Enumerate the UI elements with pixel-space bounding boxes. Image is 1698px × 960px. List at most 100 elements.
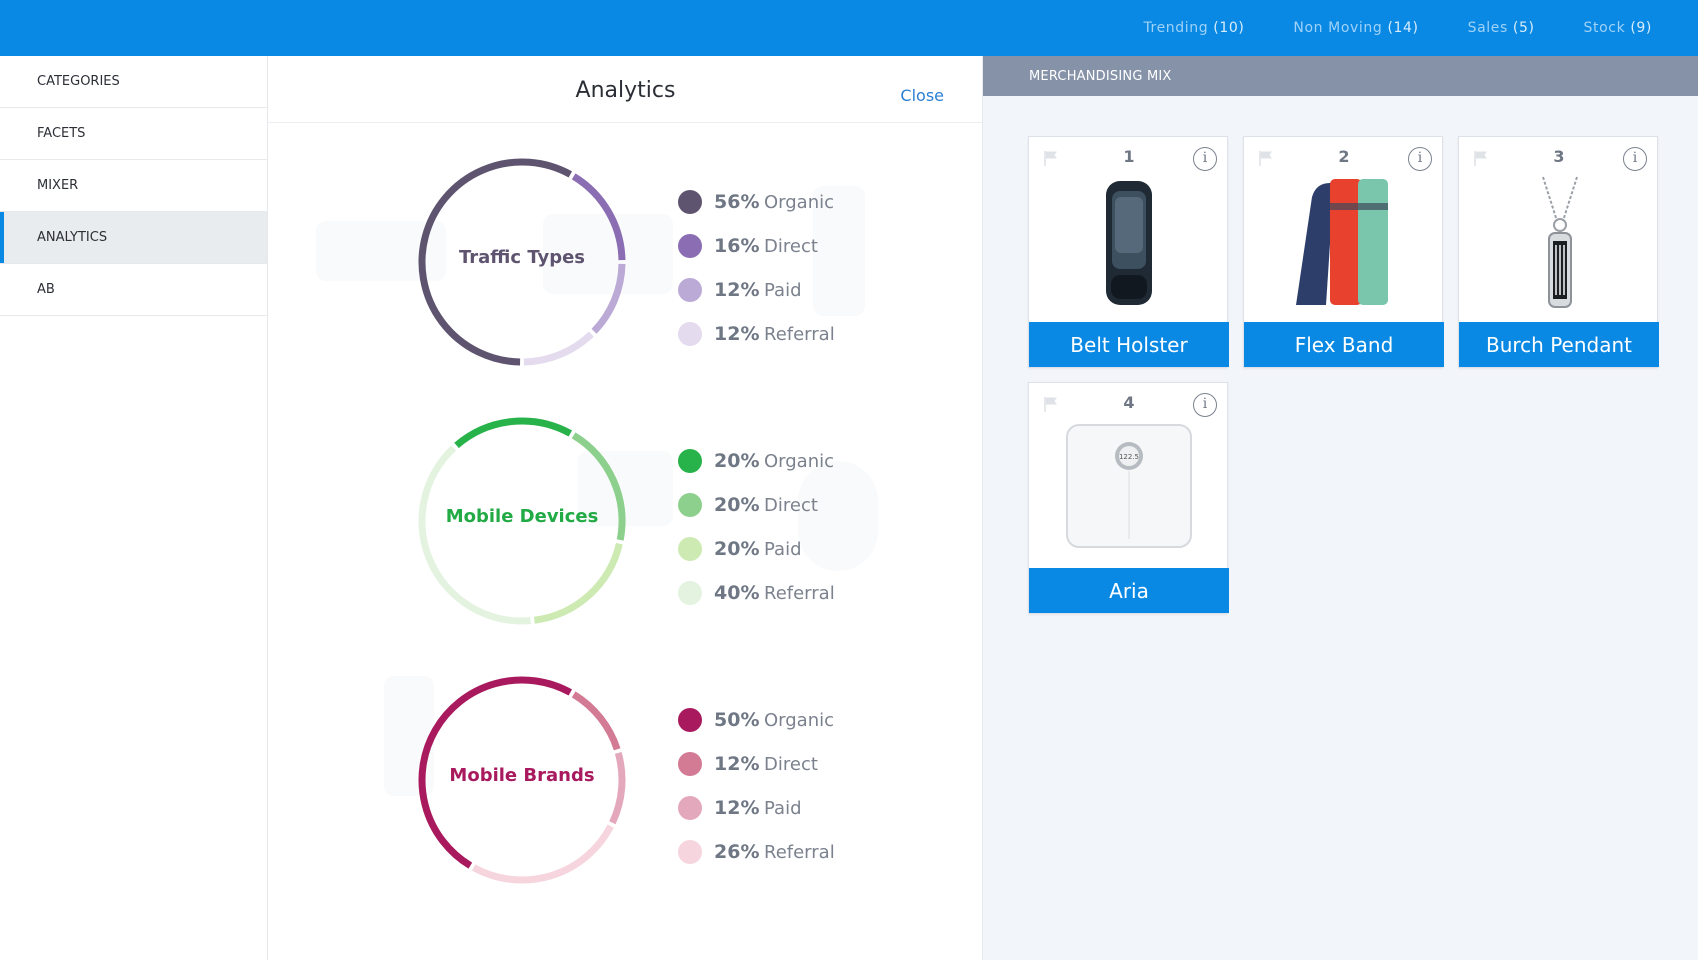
product-card[interactable]: 3 i Burch Pendant (1458, 136, 1659, 368)
nav-stock-label: Stock (1583, 20, 1626, 36)
legend-value: 20% (714, 450, 760, 472)
donut-segment-direct (571, 432, 626, 541)
sidebar-item-label: MIXER (37, 178, 79, 193)
donut-segment-organic (418, 676, 573, 869)
info-icon[interactable]: i (1193, 393, 1217, 417)
mobile-devices-chart: Mobile Devices 20% Organic 20% Direct 20% P… (268, 411, 982, 631)
card-title[interactable]: Flex Band (1244, 322, 1444, 367)
legend-label: Paid (764, 797, 802, 819)
donut-segment-direct (571, 691, 621, 751)
flag-icon[interactable] (1042, 149, 1060, 167)
legend-dot (678, 449, 702, 473)
analytics-header: Analytics Close (268, 56, 982, 123)
sidebar: CATEGORIES FACETS MIXER ANALYTICS AB (0, 56, 268, 960)
mobile-brands-chart: Mobile Brands 50% Organic 12% Direct 12% Pa… (268, 670, 982, 890)
card-number: 2 (1338, 147, 1350, 166)
merchandising-header: MERCHANDISING MIX (983, 56, 1698, 96)
nav-sales-label: Sales (1467, 20, 1508, 36)
legend-dot (678, 234, 702, 258)
legend-row: 12% Paid (678, 786, 835, 830)
mobile-devices-title: Mobile Devices (445, 506, 599, 527)
traffic-types-title: Traffic Types (458, 247, 586, 268)
legend-dot (678, 190, 702, 214)
nav-trending-count: (10) (1213, 20, 1245, 36)
info-icon[interactable]: i (1408, 147, 1432, 171)
product-card[interactable]: 1 i Belt Holster (1028, 136, 1229, 368)
legend-label: Paid (764, 279, 802, 301)
legend-label: Referral (764, 582, 835, 604)
top-nav: Trending (10) Non Moving (14) Sales (5) … (1094, 0, 1652, 56)
sidebar-item-ab[interactable]: AB (0, 264, 267, 316)
legend-label: Referral (764, 323, 835, 345)
product-card[interactable]: 2 i Flex Band (1243, 136, 1444, 368)
product-card[interactable]: 4 i 122.5 Aria (1028, 382, 1229, 614)
legend-label: Referral (764, 841, 835, 863)
legend-row: 16% Direct (678, 224, 835, 268)
donut-segment-paid (609, 751, 626, 825)
legend-dot (678, 752, 702, 776)
legend-value: 20% (714, 494, 760, 516)
nav-stock[interactable]: Stock (9) (1584, 20, 1652, 36)
burch-pendant-image (1542, 176, 1578, 308)
card-number: 4 (1123, 393, 1135, 412)
traffic-types-legend: 56% Organic 16% Direct 12% Paid 12% Referral (678, 180, 835, 356)
nav-stock-count: (9) (1630, 20, 1652, 36)
nav-trending-label: Trending (1143, 20, 1209, 36)
donut-segment-paid (533, 542, 623, 624)
flag-icon[interactable] (1257, 149, 1275, 167)
info-icon[interactable]: i (1623, 147, 1647, 171)
nav-trending[interactable]: Trending (10) (1143, 20, 1244, 36)
legend-label: Direct (764, 494, 818, 516)
sidebar-item-categories[interactable]: CATEGORIES (0, 56, 267, 108)
legend-value: 20% (714, 538, 760, 560)
belt-holster-image (1106, 181, 1152, 305)
sidebar-item-mixer[interactable]: MIXER (0, 160, 267, 212)
background-ghost-shape (384, 676, 434, 796)
legend-value: 56% (714, 191, 760, 213)
legend-dot (678, 708, 702, 732)
legend-label: Organic (764, 450, 835, 472)
legend-value: 50% (714, 709, 760, 731)
legend-dot (678, 581, 702, 605)
mobile-brands-title: Mobile Brands (449, 765, 595, 786)
analytics-title: Analytics (575, 78, 676, 103)
card-title[interactable]: Burch Pendant (1459, 322, 1659, 367)
mobile-brands-donut (412, 670, 632, 890)
background-ghost-shape (578, 451, 673, 526)
nav-non-moving[interactable]: Non Moving (14) (1293, 20, 1418, 36)
legend-value: 12% (714, 323, 760, 345)
flag-icon[interactable] (1472, 149, 1490, 167)
sidebar-item-label: CATEGORIES (37, 74, 120, 89)
flag-icon[interactable] (1042, 395, 1060, 413)
legend-row: 12% Referral (678, 312, 835, 356)
donut-segment-referral (523, 331, 594, 366)
legend-row: 20% Paid (678, 527, 835, 571)
mobile-brands-legend: 50% Organic 12% Direct 12% Paid 26% Referral (678, 698, 835, 874)
legend-dot (678, 322, 702, 346)
info-icon[interactable]: i (1193, 147, 1217, 171)
nav-non-moving-count: (14) (1387, 20, 1419, 36)
donut-segment-organic (418, 158, 573, 366)
donut-segment-direct (571, 173, 626, 261)
sidebar-item-facets[interactable]: FACETS (0, 108, 267, 160)
card-title[interactable]: Aria (1029, 568, 1229, 613)
legend-value: 12% (714, 797, 760, 819)
legend-row: 20% Direct (678, 483, 835, 527)
donut-segment-referral (418, 445, 531, 625)
card-title[interactable]: Belt Holster (1029, 322, 1229, 367)
analytics-panel: Analytics Close Traffic Types 56% Organic… (268, 56, 983, 960)
legend-label: Organic (764, 709, 835, 731)
nav-sales[interactable]: Sales (5) (1468, 20, 1535, 36)
legend-value: 16% (714, 235, 760, 257)
background-ghost-shape (543, 214, 673, 294)
legend-row: 40% Referral (678, 571, 835, 615)
close-button[interactable]: Close (900, 86, 944, 105)
aria-scale-image: 122.5 (1066, 424, 1192, 548)
legend-dot (678, 796, 702, 820)
legend-label: Paid (764, 538, 802, 560)
scale-display-reading: 122.5 (1119, 453, 1139, 461)
sidebar-item-analytics[interactable]: ANALYTICS (0, 212, 267, 264)
mobile-devices-donut (412, 411, 632, 631)
flex-band-image (1296, 179, 1388, 305)
sidebar-item-label: AB (37, 282, 55, 297)
